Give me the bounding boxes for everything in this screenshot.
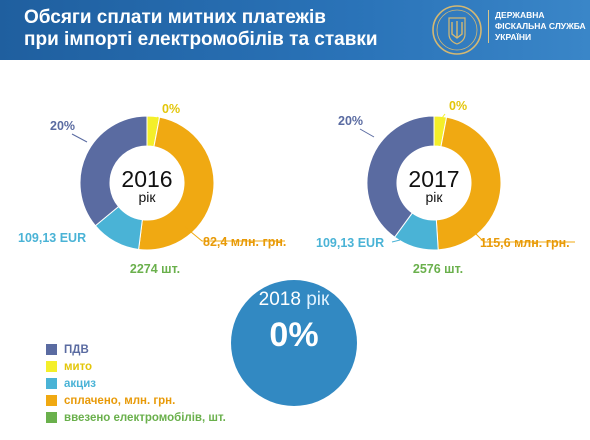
legend-label-paid: сплачено, млн. грн.	[64, 394, 176, 407]
donut-2017-leader-aktsyz	[391, 239, 401, 243]
title-line-2: при імпорті електромобілів та ставки	[24, 29, 378, 50]
legend-item-pdv: ПДВ	[46, 342, 226, 357]
donut-2017-label-pdv: 20%	[338, 114, 363, 128]
page-title: Обсяги сплати митних платежів при імпорт…	[24, 7, 424, 51]
agency-name: Державна фіскальна служба України	[488, 10, 586, 43]
donut-2016-slice-pdv	[79, 115, 148, 227]
agency-line-2: фіскальна служба	[495, 21, 586, 31]
agency-line-1: Державна	[495, 10, 545, 20]
legend-item-aktsyz: акциз	[46, 376, 226, 391]
chart-legend: ПДВ мито акциз сплачено, млн. грн. ввезено е…	[46, 342, 226, 427]
legend-label-imported: ввезено електромобілів, шт.	[64, 411, 226, 424]
legend-swatch-paid	[46, 395, 57, 406]
donut-2017-label-paid: 115,6 млн. грн.	[480, 236, 570, 250]
donut-2016-count: 2274 шт.	[130, 262, 180, 276]
agency-line-3: України	[495, 32, 532, 42]
legend-item-myto: мито	[46, 359, 226, 374]
header-banner: Обсяги сплати митних платежів при імпорт…	[0, 0, 590, 60]
donut-2016-label-aktsyz: 109,13 EUR	[18, 231, 86, 245]
donut-2017-label-myto: 0%	[449, 99, 467, 113]
legend-item-imported: ввезено електромобілів, шт.	[46, 410, 226, 425]
legend-label-aktsyz: акциз	[64, 377, 97, 390]
legend-swatch-pdv	[46, 344, 57, 355]
donut-2017-year-sub: рік	[425, 189, 443, 205]
legend-label-pdv: ПДВ	[64, 343, 89, 356]
donut-2017-label-aktsyz: 109,13 EUR	[316, 236, 384, 250]
title-line-1: Обсяги сплати митних платежів	[24, 7, 326, 28]
donut-2016-year-sub: рік	[138, 189, 156, 205]
donut-2017-year: 2017	[408, 166, 459, 192]
donut-2016-leader-paid	[184, 226, 285, 242]
donut-2017-leader-paid	[469, 227, 575, 243]
circle-2018-year-sub: рік	[306, 289, 330, 310]
circle-2018-year: 2018	[259, 289, 307, 310]
donut-2017-leader-pdv	[359, 128, 375, 138]
donut-2017-slice-pdv	[366, 115, 435, 238]
donut-2016-leader-myto	[151, 116, 159, 125]
circle-2018-value: 0%	[269, 316, 318, 354]
donut-2016-year: 2016	[121, 166, 172, 192]
donut-2016-slice-paid	[138, 116, 215, 251]
donut-2017-count: 2576 шт.	[413, 262, 463, 276]
legend-swatch-imported	[46, 412, 57, 423]
legend-label-myto: мито	[64, 360, 93, 373]
donut-2016-leader-pdv	[71, 133, 88, 143]
circle-2018-title: 2018 рік	[259, 289, 330, 310]
donut-2017-leader-myto	[438, 113, 446, 123]
donut-2016-label-myto: 0%	[162, 102, 180, 116]
donut-2016-label-pdv: 20%	[50, 119, 75, 133]
trident-emblem-icon	[432, 5, 482, 55]
legend-swatch-aktsyz	[46, 378, 57, 389]
donut-2016-label-paid: 82,4 млн. грн.	[203, 235, 286, 249]
legend-item-paid: сплачено, млн. грн.	[46, 393, 226, 408]
legend-swatch-myto	[46, 361, 57, 372]
circle-2018	[231, 280, 357, 406]
donut-2017-slice-paid	[435, 116, 502, 251]
